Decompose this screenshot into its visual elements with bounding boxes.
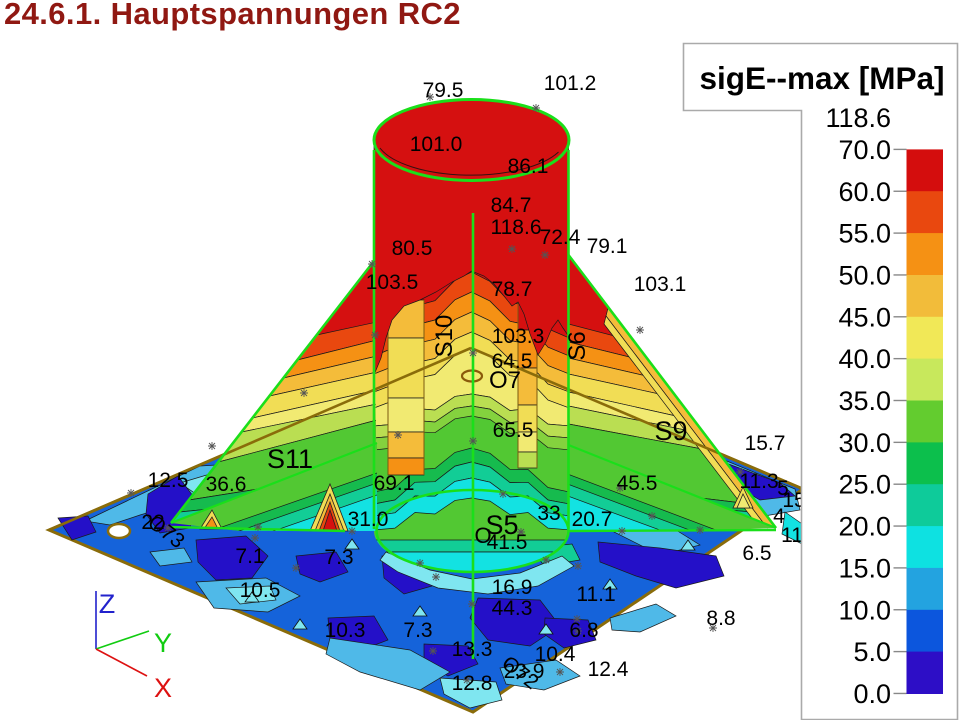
svg-text:16.9: 16.9 [492,576,533,599]
svg-text:8.8: 8.8 [706,607,735,630]
svg-text:12.8: 12.8 [452,672,493,695]
svg-text:23.9: 23.9 [504,660,545,683]
svg-text:101.0: 101.0 [410,133,463,156]
svg-text:7.3: 7.3 [403,619,432,642]
svg-text:33: 33 [537,502,560,525]
svg-text:80.5: 80.5 [392,237,433,260]
svg-text:15: 15 [782,489,805,512]
svg-text:78.7: 78.7 [492,278,533,301]
svg-text:101.2: 101.2 [544,72,597,95]
svg-text:10.5: 10.5 [240,579,281,602]
svg-text:7.3: 7.3 [324,546,353,569]
svg-text:Y: Y [154,628,172,658]
svg-text:84.7: 84.7 [491,194,532,217]
svg-text:30.0: 30.0 [838,428,891,458]
svg-text:79.5: 79.5 [423,79,464,102]
svg-text:20.0: 20.0 [838,512,891,542]
svg-text:0.0: 0.0 [853,679,891,709]
svg-text:60.0: 60.0 [838,177,891,207]
svg-text:45.5: 45.5 [617,472,658,495]
svg-text:S10: S10 [431,315,458,358]
svg-text:72.4: 72.4 [540,226,581,249]
svg-text:O: O [474,523,491,548]
svg-text:44.3: 44.3 [492,597,533,620]
svg-text:10.0: 10.0 [838,595,891,625]
svg-text:22: 22 [141,511,164,534]
svg-text:S5: S5 [485,510,518,540]
svg-text:64.5: 64.5 [492,350,533,373]
svg-text:10.4: 10.4 [535,643,576,666]
svg-text:103.5: 103.5 [366,271,419,294]
svg-text:65.5: 65.5 [493,419,534,442]
svg-text:118.6: 118.6 [825,103,891,133]
svg-text:45.0: 45.0 [838,302,891,332]
svg-text:86.1: 86.1 [508,155,549,178]
svg-text:40.0: 40.0 [838,344,891,374]
svg-text:69.1: 69.1 [374,472,415,495]
svg-text:X: X [154,673,172,703]
svg-text:15.0: 15.0 [838,553,891,583]
svg-text:103.1: 103.1 [634,273,687,296]
svg-text:7.1: 7.1 [235,545,264,568]
svg-text:36.6: 36.6 [206,473,247,496]
svg-text:5: 5 [777,477,789,500]
svg-text:sigE--max [MPa]: sigE--max [MPa] [699,60,944,96]
svg-text:25.0: 25.0 [838,470,891,500]
svg-text:11.3: 11.3 [739,470,778,493]
svg-text:4: 4 [773,505,785,528]
svg-text:55.0: 55.0 [838,219,891,249]
svg-text:118.6: 118.6 [491,216,542,239]
svg-text:11: 11 [781,524,803,547]
svg-text:70.0: 70.0 [838,135,891,165]
svg-text:24.6.1. Hauptspannungen RC2: 24.6.1. Hauptspannungen RC2 [4,0,461,31]
svg-text:O7: O7 [489,367,521,394]
svg-text:103.3: 103.3 [492,325,545,348]
svg-text:15.7: 15.7 [745,432,786,455]
svg-text:Z: Z [99,589,116,619]
svg-text:31.0: 31.0 [348,508,389,531]
svg-text:41.5: 41.5 [487,531,528,554]
svg-text:50.0: 50.0 [838,260,891,290]
svg-text:35.0: 35.0 [838,386,891,416]
svg-text:79.1: 79.1 [587,235,628,258]
svg-text:10.3: 10.3 [325,619,366,642]
svg-text:S9: S9 [654,416,687,446]
svg-text:13.3: 13.3 [452,638,493,661]
svg-text:5.0: 5.0 [853,637,891,667]
svg-text:12.5: 12.5 [148,469,189,492]
svg-text:11.1: 11.1 [576,583,615,606]
svg-text:S11: S11 [267,444,313,474]
svg-text:S6: S6 [564,331,591,360]
svg-text:12.4: 12.4 [588,658,629,681]
svg-text:6.5: 6.5 [742,542,771,565]
svg-text:6.8: 6.8 [569,619,598,642]
svg-text:20.7: 20.7 [572,508,613,531]
